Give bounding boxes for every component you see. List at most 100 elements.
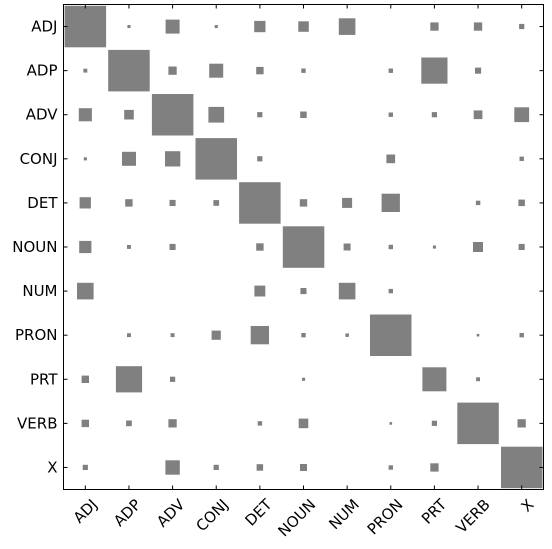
cell-x-adv <box>165 460 180 475</box>
cell-pron-x <box>519 333 524 338</box>
x-tick-label-adj: ADJ <box>70 496 101 527</box>
cell-verb-det <box>257 421 263 426</box>
cell-x-prt <box>430 463 439 472</box>
cell-adj-det <box>254 20 266 33</box>
cell-det-x <box>518 199 525 207</box>
cell-prt-noun <box>302 377 306 381</box>
cell-pron-noun <box>301 333 306 338</box>
cell-adj-num <box>338 18 356 35</box>
cell-x-det <box>256 464 264 471</box>
cell-adj-adv <box>165 19 180 34</box>
cell-num-det <box>254 285 266 297</box>
cell-adp-verb <box>475 67 482 74</box>
cell-adp-conj <box>209 63 224 78</box>
cell-adv-adj <box>78 108 92 122</box>
cell-adj-verb <box>473 22 483 31</box>
x-tick-label-verb: VERB <box>452 496 493 537</box>
cell-conj-adp <box>122 151 136 166</box>
cell-adj-x <box>519 23 525 30</box>
cell-prt-adp <box>115 366 143 393</box>
cell-pron-det <box>250 326 269 345</box>
cell-num-adj <box>77 282 94 300</box>
cell-verb-verb <box>457 402 499 445</box>
cell-adj-adj <box>64 5 107 48</box>
cell-prt-adj <box>81 375 89 383</box>
x-tick-label-adv: ADV <box>153 495 189 531</box>
cell-conj-adj <box>83 157 87 161</box>
cell-adp-pron <box>388 68 393 73</box>
cell-adv-verb <box>473 110 483 120</box>
x-tick-label-det: DET <box>242 495 277 530</box>
y-tick-label-x: X <box>47 458 57 476</box>
cell-num-noun <box>300 288 307 295</box>
x-tick-label-noun: NOUN <box>275 496 320 541</box>
y-tick-label-num: NUM <box>22 282 57 300</box>
cell-adj-noun <box>298 21 309 32</box>
x-tick-label-conj: CONJ <box>192 496 232 536</box>
cell-det-pron <box>381 193 400 212</box>
cell-adp-det <box>256 66 264 75</box>
cell-prt-adv <box>170 376 176 382</box>
cell-adp-adj <box>83 68 88 73</box>
cell-adj-conj <box>214 25 218 29</box>
cell-noun-x <box>518 243 525 250</box>
cell-noun-noun <box>282 226 325 268</box>
cell-conj-conj <box>195 138 237 180</box>
y-tick-label-pron: PRON <box>15 326 58 344</box>
cell-noun-adj <box>79 240 92 254</box>
cell-verb-prt <box>431 420 437 426</box>
cell-adv-conj <box>208 106 225 123</box>
cell-adj-adp <box>127 25 131 29</box>
cell-adv-det <box>257 112 263 118</box>
cell-verb-pron <box>389 422 393 425</box>
cell-num-pron <box>388 288 393 294</box>
cell-pron-pron <box>370 314 412 356</box>
cell-x-conj <box>213 464 219 470</box>
cell-pron-verb <box>476 333 480 337</box>
cell-noun-adv <box>169 243 176 250</box>
cell-det-noun <box>299 199 308 207</box>
cell-adv-prt <box>431 112 437 118</box>
cell-pron-conj <box>211 330 221 340</box>
cell-adj-prt <box>430 22 439 31</box>
cell-verb-adj <box>81 419 89 428</box>
cells-layer <box>64 5 543 489</box>
y-tick-labels: ADJ ADP ADV CONJ DET NOUN NUM PRON PRT VERB X <box>12 18 58 477</box>
y-tick-label-conj: CONJ <box>20 150 58 168</box>
cell-adp-adp <box>108 49 150 92</box>
cell-det-conj <box>213 200 220 206</box>
y-tick-label-adp: ADP <box>27 62 58 80</box>
cell-verb-x <box>517 419 526 428</box>
cell-det-num <box>342 197 353 208</box>
x-tick-label-adp: ADP <box>110 496 145 531</box>
cell-num-num <box>338 282 356 300</box>
cell-conj-x <box>519 156 524 161</box>
cell-prt-verb <box>476 377 480 382</box>
cell-x-adj <box>82 464 88 470</box>
cell-det-adv <box>169 199 176 206</box>
cell-adp-prt <box>421 57 448 84</box>
x-tick-label-prt: PRT <box>418 495 451 528</box>
cell-x-x <box>501 446 543 489</box>
cell-adp-adv <box>168 66 177 75</box>
cell-verb-noun <box>298 418 309 429</box>
x-tick-label-num: NUM <box>325 496 363 534</box>
cell-adv-x <box>514 107 530 123</box>
cell-adv-pron <box>388 112 393 117</box>
y-tick-label-adv: ADV <box>26 106 59 124</box>
cell-adv-adp <box>124 109 134 120</box>
cell-adp-noun <box>301 68 306 73</box>
cell-noun-det <box>256 243 264 251</box>
cell-conj-det <box>257 156 263 162</box>
cell-pron-adp <box>127 333 131 338</box>
y-tick-label-det: DET <box>27 194 58 212</box>
cell-x-noun <box>300 464 307 471</box>
cell-verb-adp <box>126 420 132 427</box>
y-tick-label-noun: NOUN <box>12 238 57 256</box>
x-tick-label-x: X <box>517 496 537 516</box>
x-tick-label-pron: PRON <box>364 496 407 539</box>
y-tick-label-verb: VERB <box>17 414 57 432</box>
cell-adv-adv <box>151 94 194 136</box>
